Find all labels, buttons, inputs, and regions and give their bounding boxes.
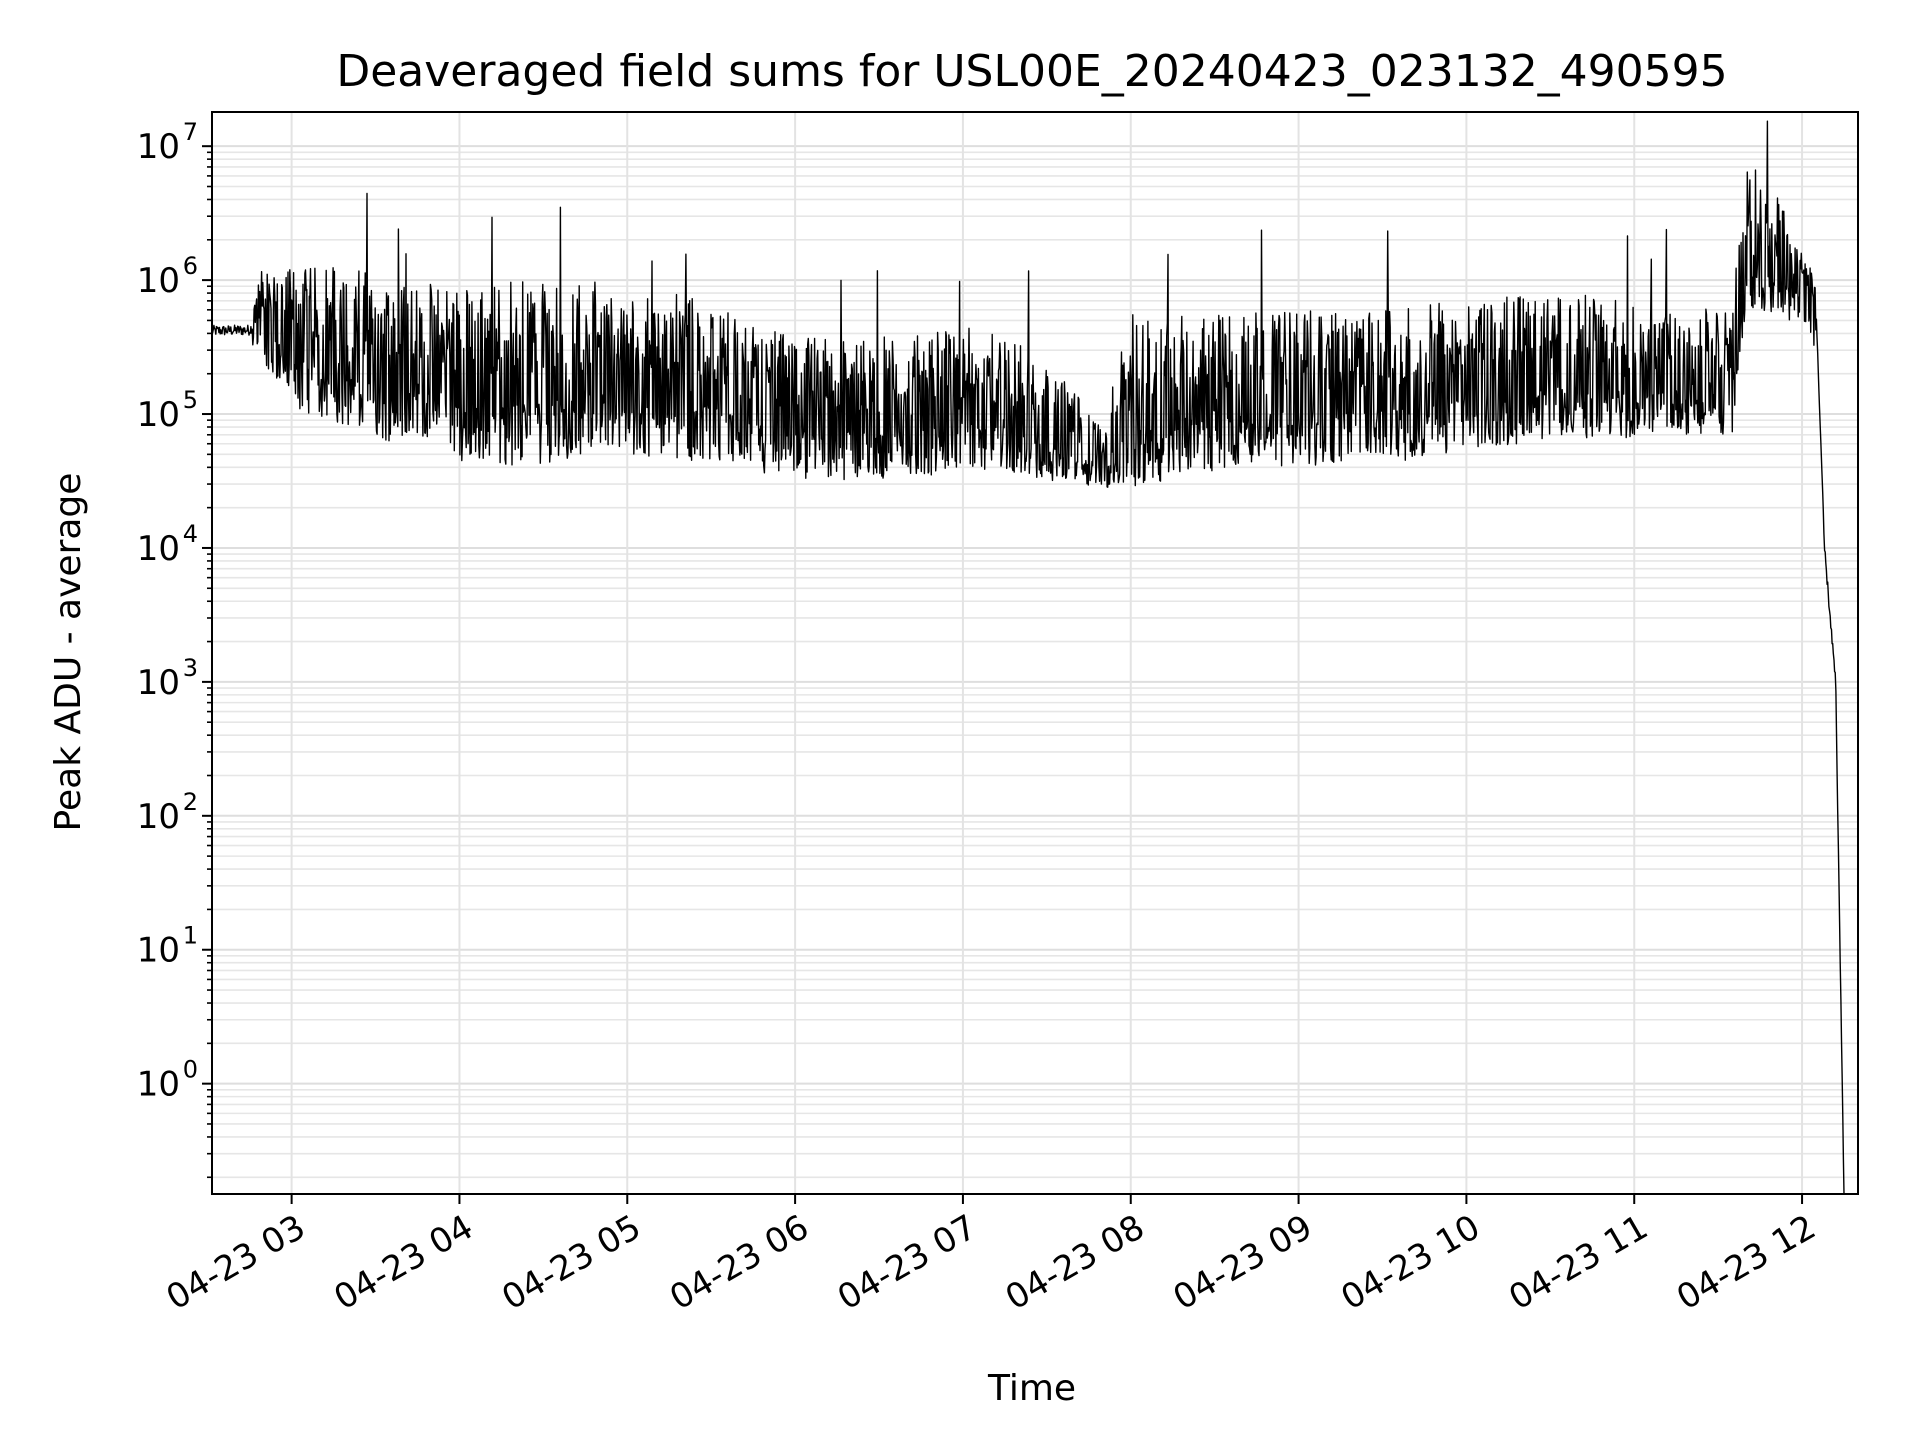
y-tick-label: 10 <box>137 1065 180 1105</box>
y-tick-label: 10 <box>137 127 180 167</box>
chart-title: Deaveraged field sums for USL00E_2024042… <box>336 46 1727 97</box>
plot-frame <box>211 111 1859 1195</box>
y-axis-label: Peak ADU - average <box>48 473 89 832</box>
series-line <box>211 120 1845 1195</box>
y-tick-label: 10 <box>137 395 180 435</box>
y-tick-exponent: 7 <box>183 118 198 146</box>
y-tick-exponent: 0 <box>183 1056 198 1084</box>
y-tick-exponent: 2 <box>183 788 198 816</box>
y-tick-label: 10 <box>137 529 180 569</box>
y-tick-exponent: 4 <box>183 520 198 548</box>
x-axis-label: Time <box>987 1368 1076 1409</box>
y-tick-exponent: 5 <box>183 386 198 414</box>
y-tick-exponent: 1 <box>183 922 198 950</box>
y-tick-label: 10 <box>137 797 180 837</box>
y-tick-label: 10 <box>137 261 180 301</box>
data-series <box>211 120 1845 1195</box>
grid-lines <box>212 112 1858 1194</box>
y-tick-exponent: 6 <box>183 252 198 280</box>
y-tick-label: 10 <box>137 663 180 703</box>
y-tick-label: 10 <box>137 931 180 971</box>
y-tick-exponent: 3 <box>183 654 198 682</box>
